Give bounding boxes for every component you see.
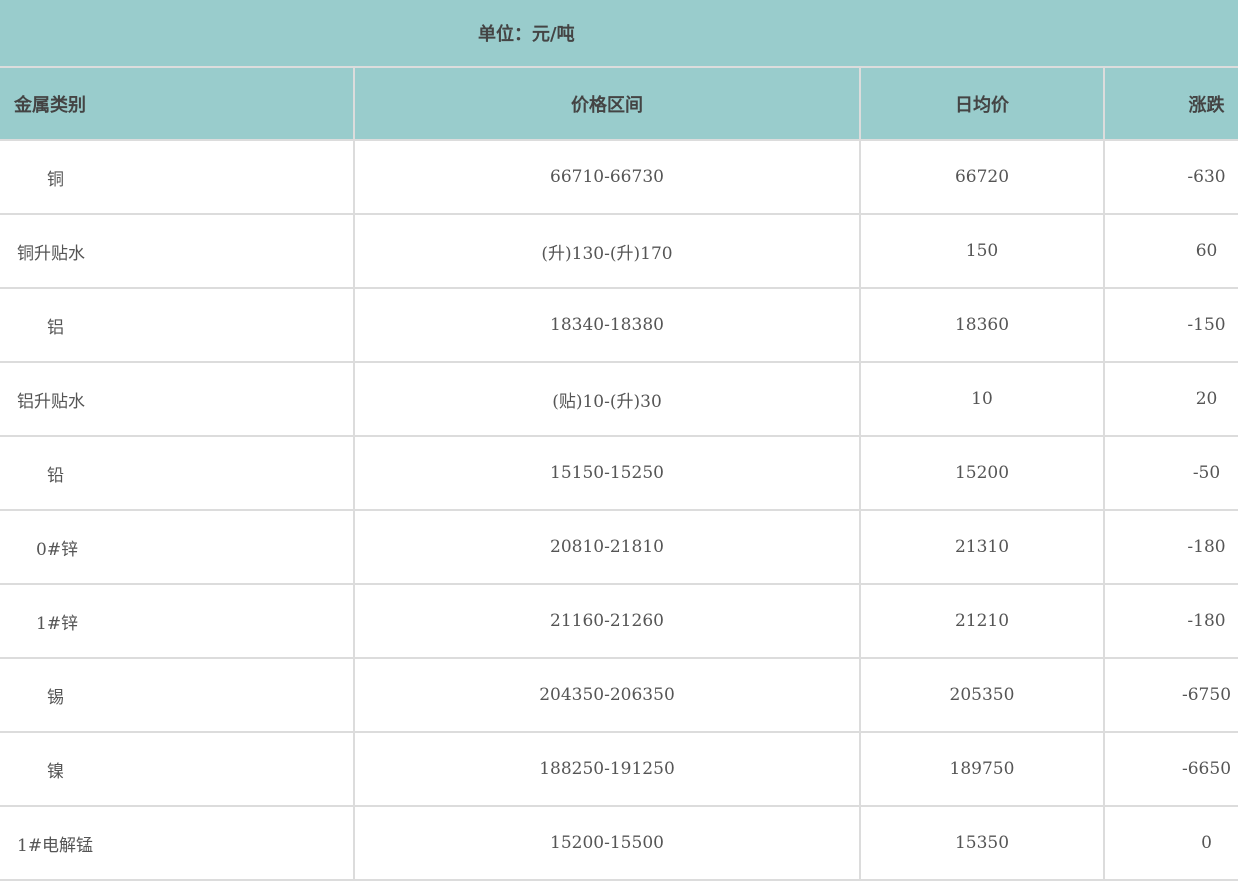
price-range-cell: 15200-15500 — [353, 805, 861, 881]
daily-average-cell: 205350 — [859, 657, 1105, 733]
table-row: 铝 18340-18380 18360 -150 — [0, 287, 1238, 363]
daily-average-cell: 189750 — [859, 731, 1105, 807]
change-cell: -50 — [1102, 435, 1238, 511]
metal-name-cell: 锡 — [0, 657, 355, 733]
change-cell: 60 — [1102, 213, 1238, 289]
table-row: 铜升贴水 (升)130-(升)170 150 60 — [0, 213, 1238, 289]
change-cell: 20 — [1102, 361, 1238, 437]
header-change: 涨跌 — [1102, 66, 1238, 141]
daily-average-cell: 15350 — [859, 805, 1105, 881]
price-range-cell: 15150-15250 — [353, 435, 861, 511]
metal-name-cell: 铜升贴水 — [0, 213, 355, 289]
price-range-cell: (升)130-(升)170 — [353, 213, 861, 289]
change-cell: -150 — [1102, 287, 1238, 363]
table-row: 铅 15150-15250 15200 -50 — [0, 435, 1238, 511]
daily-average-cell: 18360 — [859, 287, 1105, 363]
header-row: 金属类别 价格区间 日均价 涨跌 — [0, 66, 1238, 141]
daily-average-cell: 150 — [859, 213, 1105, 289]
price-range-cell: 21160-21260 — [353, 583, 861, 659]
change-cell: 0 — [1102, 805, 1238, 881]
change-cell: -180 — [1102, 583, 1238, 659]
table-row: 锡 204350-206350 205350 -6750 — [0, 657, 1238, 733]
daily-average-cell: 15200 — [859, 435, 1105, 511]
change-cell: -630 — [1102, 139, 1238, 215]
header-metal-category: 金属类别 — [0, 66, 355, 141]
price-range-cell: 188250-191250 — [353, 731, 861, 807]
table-row: 1#锌 21160-21260 21210 -180 — [0, 583, 1238, 659]
table-row: 1#电解锰 15200-15500 15350 0 — [0, 805, 1238, 881]
change-cell: -6650 — [1102, 731, 1238, 807]
metal-name-cell: 镍 — [0, 731, 355, 807]
table-row: 镍 188250-191250 189750 -6650 — [0, 731, 1238, 807]
price-range-cell: 66710-66730 — [353, 139, 861, 215]
change-cell: -6750 — [1102, 657, 1238, 733]
daily-average-cell: 21310 — [859, 509, 1105, 585]
header-daily-average: 日均价 — [859, 66, 1105, 141]
daily-average-cell: 66720 — [859, 139, 1105, 215]
metal-name-cell: 铜 — [0, 139, 355, 215]
metal-name-cell: 铝升贴水 — [0, 361, 355, 437]
metal-name-cell: 铝 — [0, 287, 355, 363]
daily-average-cell: 21210 — [859, 583, 1105, 659]
metal-name-cell: 0#锌 — [0, 509, 355, 585]
price-range-cell: 20810-21810 — [353, 509, 861, 585]
header-price-range: 价格区间 — [353, 66, 861, 141]
unit-label: 单位：元/吨 — [478, 24, 575, 45]
unit-row: 单位：元/吨 — [0, 0, 1238, 68]
metal-name-cell: 1#锌 — [0, 583, 355, 659]
daily-average-cell: 10 — [859, 361, 1105, 437]
metal-name-cell: 铅 — [0, 435, 355, 511]
metal-name-cell: 1#电解锰 — [0, 805, 355, 881]
table-row: 铝升贴水 (贴)10-(升)30 10 20 — [0, 361, 1238, 437]
price-range-cell: (贴)10-(升)30 — [353, 361, 861, 437]
change-cell: -180 — [1102, 509, 1238, 585]
table-row: 0#锌 20810-21810 21310 -180 — [0, 509, 1238, 585]
price-range-cell: 204350-206350 — [353, 657, 861, 733]
price-range-cell: 18340-18380 — [353, 287, 861, 363]
table-row: 铜 66710-66730 66720 -630 — [0, 139, 1238, 215]
